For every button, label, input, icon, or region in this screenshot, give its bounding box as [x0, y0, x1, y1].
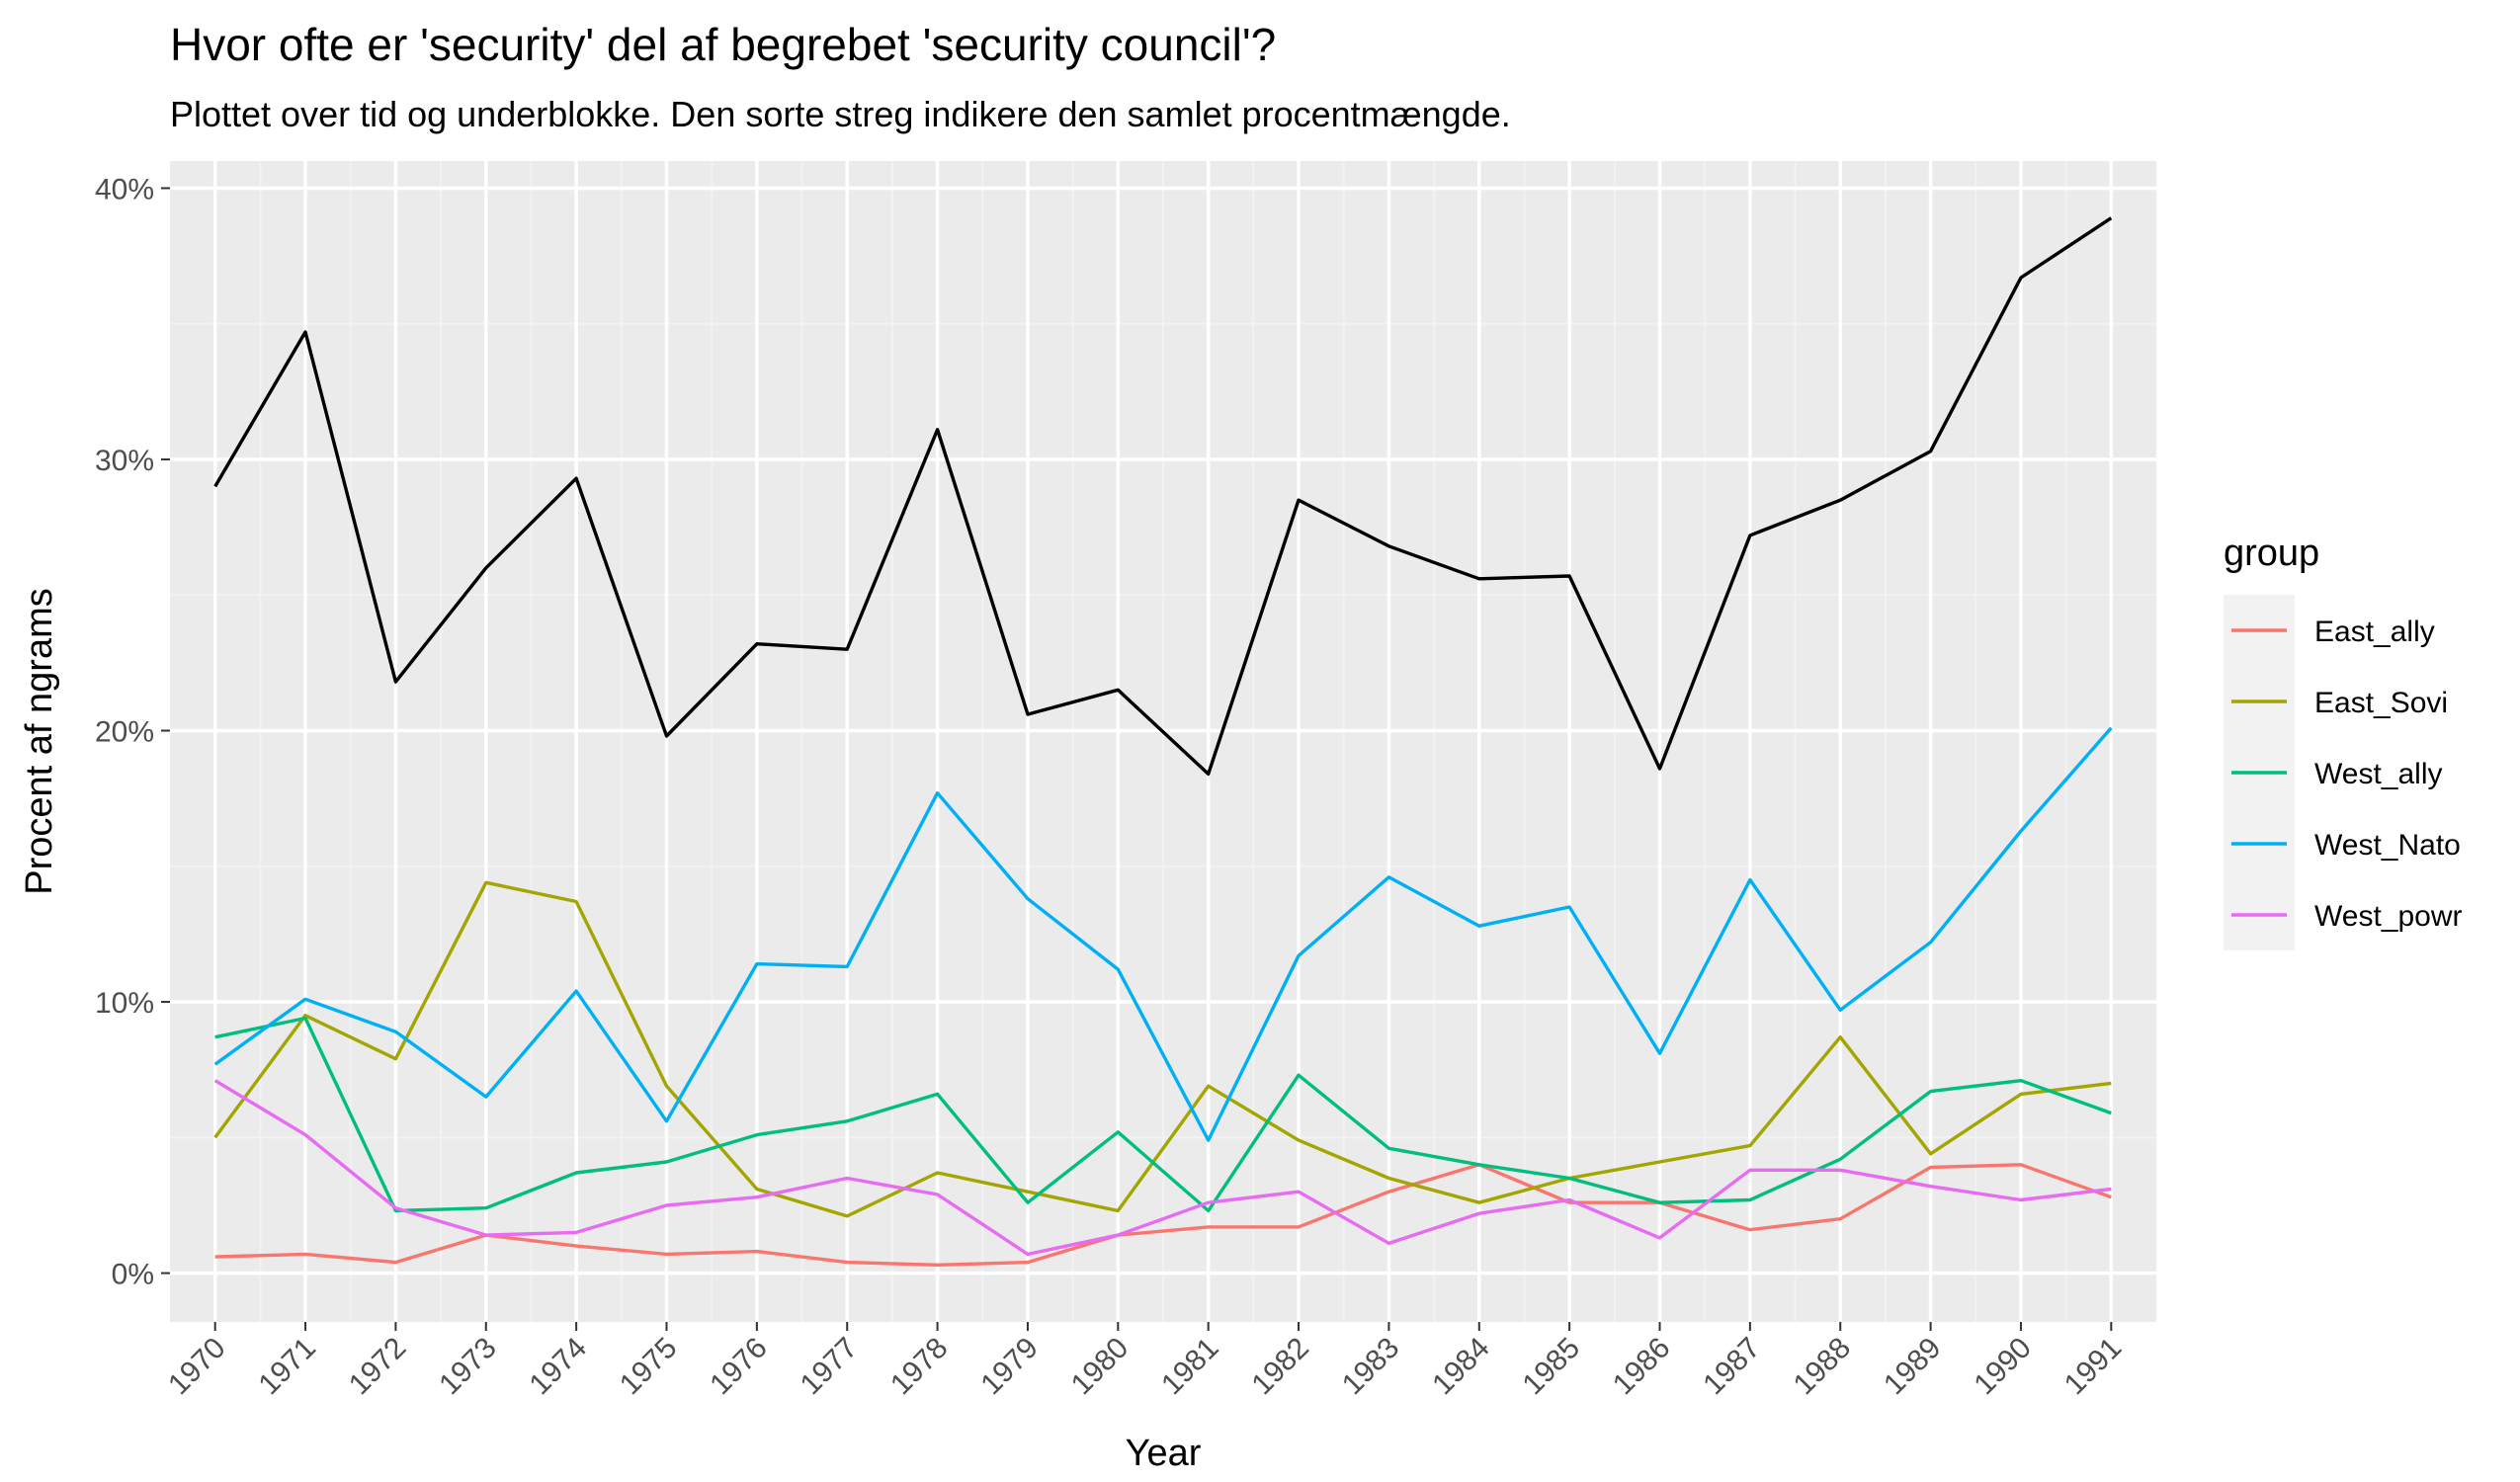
- x-tick-label: 1970: [162, 1332, 232, 1402]
- series-lines: [213, 216, 2113, 1268]
- x-tick-label: 1985: [1517, 1332, 1587, 1402]
- x-tick-label: 1979: [974, 1332, 1045, 1402]
- chart-title: Hvor ofte er 'security' del af begrebet …: [170, 19, 1277, 70]
- x-tick-label: 1986: [1607, 1332, 1677, 1402]
- legend-label-west-ally: West_ally: [2314, 758, 2443, 790]
- minor-gridlines: [170, 161, 2156, 1322]
- x-tick-label: 1982: [1245, 1332, 1315, 1402]
- y-tick-label: 10%: [95, 987, 154, 1020]
- series-line-total: [213, 216, 2113, 777]
- chart-subtitle: Plottet over tid og underblokke. Den sor…: [170, 94, 1511, 134]
- x-tick-label: 1974: [524, 1332, 594, 1402]
- y-tick-label: 20%: [95, 716, 154, 749]
- legend: group East_ally East_Sovi West_ally West_Na…: [2224, 533, 2463, 950]
- legend-label-west-nato: West_Nato: [2314, 829, 2461, 862]
- series-line-west-powr: [213, 1079, 2112, 1257]
- x-tick-label: 1972: [343, 1332, 413, 1402]
- x-tick-label: 1975: [614, 1332, 684, 1402]
- x-axis: 1970 1971 1972 1973 1974 1975 1976 1977 1978 1979…: [162, 1322, 2128, 1401]
- y-axis-title: Procent af ngrams: [19, 588, 60, 894]
- y-tick-label: 30%: [95, 445, 154, 477]
- legend-title: group: [2224, 533, 2319, 574]
- x-tick-label: 1976: [704, 1332, 774, 1402]
- x-tick-label: 1977: [795, 1332, 865, 1402]
- legend-label-east-ally: East_ally: [2314, 616, 2435, 648]
- legend-label-west-powr: West_powr: [2314, 900, 2463, 933]
- x-tick-label: 1978: [884, 1332, 955, 1402]
- series-line-west-nato: [213, 726, 2113, 1142]
- x-tick-label: 1990: [1968, 1332, 2038, 1402]
- x-tick-label: 1973: [433, 1332, 503, 1402]
- x-tick-label: 1983: [1336, 1332, 1406, 1402]
- series-line-east-sovi: [213, 880, 2112, 1218]
- y-axis: 0% 10% 20% 30% 40%: [95, 173, 170, 1291]
- y-tick-label: 40%: [95, 173, 154, 206]
- legend-label-east-sovi: East_Sovi: [2314, 687, 2448, 719]
- series-line-east-ally: [214, 1163, 2112, 1268]
- x-tick-label: 1981: [1155, 1332, 1225, 1402]
- x-tick-label: 1980: [1065, 1332, 1135, 1402]
- y-tick-label: 0%: [112, 1259, 154, 1291]
- x-tick-label: 1984: [1426, 1332, 1496, 1402]
- x-tick-label: 1991: [2058, 1332, 2129, 1402]
- x-tick-label: 1971: [252, 1332, 322, 1402]
- x-tick-label: 1987: [1697, 1332, 1767, 1402]
- x-tick-label: 1988: [1788, 1332, 1858, 1402]
- series-line-west-ally: [214, 1016, 2112, 1213]
- x-axis-title: Year: [1126, 1433, 1202, 1474]
- x-tick-label: 1989: [1878, 1332, 1948, 1402]
